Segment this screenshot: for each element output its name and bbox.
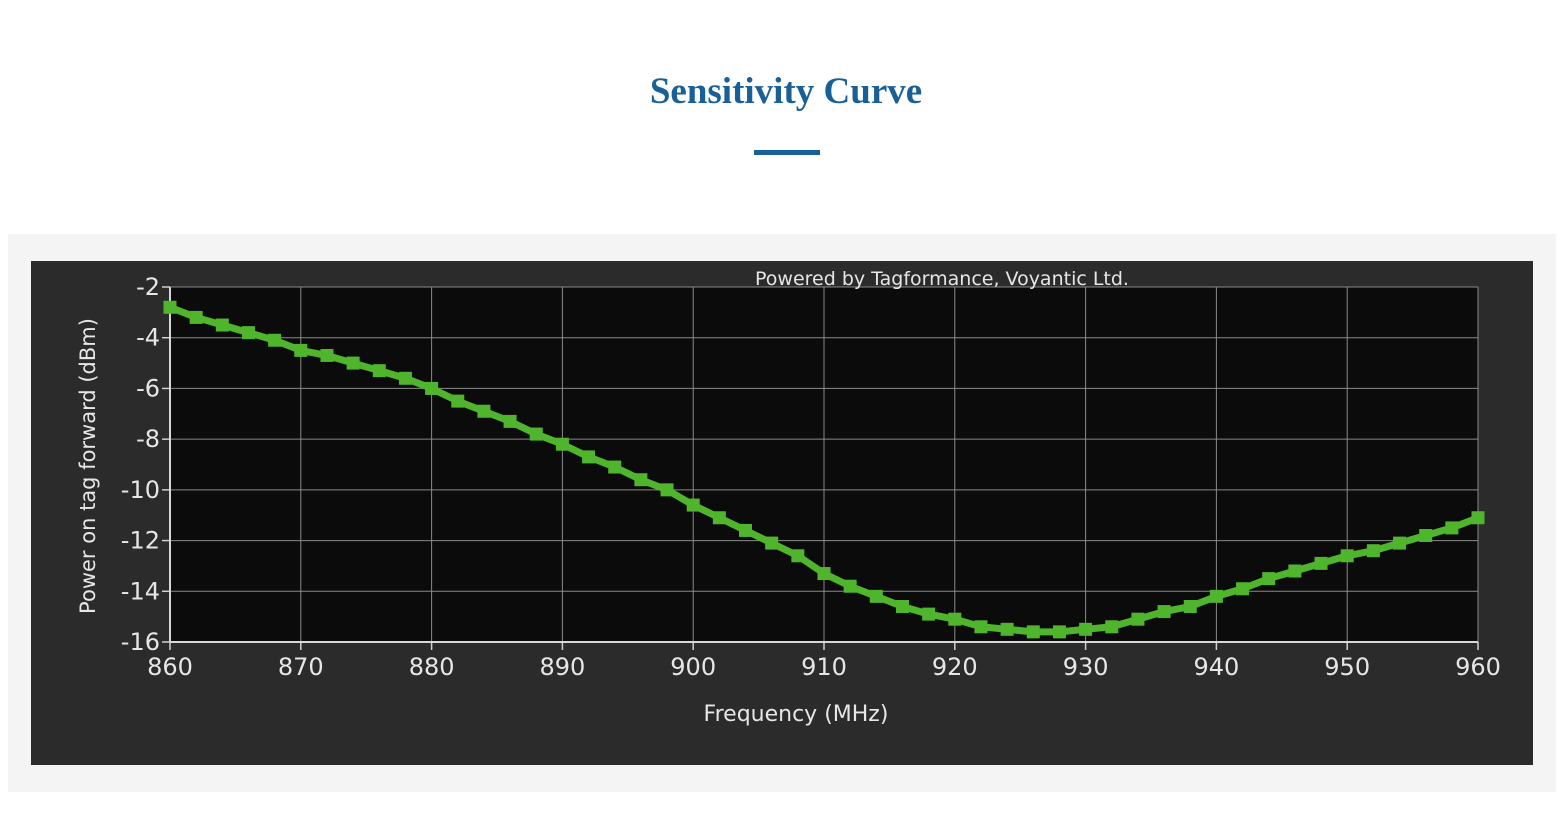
chart-panel: 860 870 880 890 900 910 920 930 940 950 960 -2 -4 -6 -… [31,261,1533,765]
y-tick-label: -4 [136,324,160,352]
data-point [1471,511,1485,525]
data-point [1079,622,1093,636]
x-tick-label: 910 [801,653,847,681]
x-tick-label: 920 [932,653,978,681]
y-tick-label: -8 [136,425,160,453]
data-point [398,371,412,385]
data-point [1419,529,1433,542]
series-layer [163,300,1485,639]
y-tick-label: -16 [121,628,160,656]
data-point [1288,564,1302,578]
data-point [268,333,282,347]
data-point [1314,556,1328,570]
y-tick-label: -2 [136,273,160,301]
y-tick-label: -10 [121,476,160,504]
data-point [869,589,883,603]
data-point [294,343,308,357]
data-point [1000,622,1014,636]
data-point [582,450,596,464]
sensitivity-chart: 860 870 880 890 900 910 920 930 940 950 960 -2 -4 -6 -… [76,268,1501,727]
data-point [215,318,229,332]
data-point [660,483,674,497]
data-point [1157,605,1171,619]
data-point [922,607,936,621]
y-tick-label: -6 [136,374,160,402]
x-tick-label: 900 [670,653,716,681]
data-point [346,356,360,370]
data-point [1209,589,1223,603]
x-tick-label: 880 [409,653,455,681]
data-point [974,620,988,634]
data-point [1026,625,1040,639]
data-point [1131,612,1145,626]
data-point [817,567,831,581]
data-point [1183,600,1197,613]
data-point [425,381,439,395]
data-point [895,600,909,613]
data-point [189,310,203,324]
x-tick-label: 860 [147,653,193,681]
data-point [1052,625,1066,639]
data-point [1340,549,1354,563]
data-point [320,348,334,362]
data-point [791,549,805,563]
data-point [477,404,491,418]
data-point [686,498,700,512]
title-underline [754,150,820,155]
section-title: Sensitivity Curve [649,71,923,112]
data-point [555,437,569,451]
x-tick-label: 870 [278,653,324,681]
data-point [529,427,543,441]
data-point [765,536,779,550]
data-point [451,394,465,408]
data-point [843,579,857,593]
data-point [608,460,622,474]
data-point [1393,536,1407,550]
x-tick-label: 960 [1455,653,1501,681]
data-point [1262,572,1276,586]
data-point [163,300,177,314]
x-tick-label: 950 [1324,653,1370,681]
y-axis-label: Power on tag forward (dBm) [76,318,100,614]
x-tick-label: 890 [539,653,585,681]
data-point [1105,620,1119,634]
data-point [712,511,726,525]
data-point [1445,521,1459,535]
data-point [241,326,255,340]
data-point [739,523,753,537]
x-axis-label: Frequency (MHz) [704,702,889,727]
y-tick-label: -12 [121,527,160,555]
axes: 860 870 880 890 900 910 920 930 940 950 960 -2 -4 -6 -… [121,273,1501,681]
y-tick-label: -14 [121,577,160,605]
x-tick-label: 930 [1063,653,1109,681]
chart-credit: Powered by Tagformance, Voyantic Ltd. [755,268,1129,290]
x-tick-label: 940 [1193,653,1239,681]
data-point [372,364,386,378]
data-point [1236,582,1250,596]
data-point [634,473,648,487]
data-point [503,414,517,428]
data-point [948,612,962,626]
data-point [1366,544,1380,558]
